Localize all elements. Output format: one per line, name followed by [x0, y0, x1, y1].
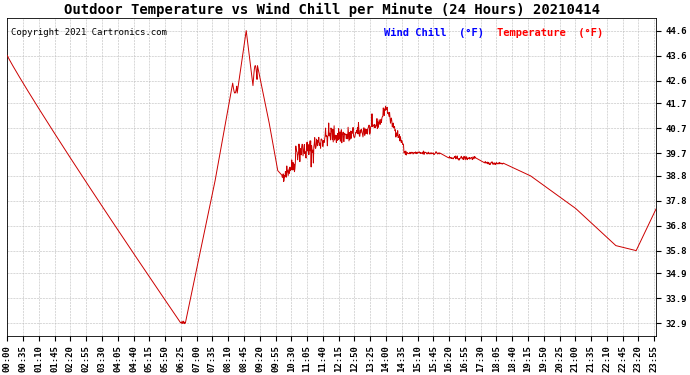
Text: Temperature  (°F): Temperature (°F) — [497, 28, 603, 38]
Title: Outdoor Temperature vs Wind Chill per Minute (24 Hours) 20210414: Outdoor Temperature vs Wind Chill per Mi… — [63, 3, 600, 17]
Text: Wind Chill  (°F): Wind Chill (°F) — [384, 28, 484, 38]
Text: Copyright 2021 Cartronics.com: Copyright 2021 Cartronics.com — [10, 28, 166, 37]
